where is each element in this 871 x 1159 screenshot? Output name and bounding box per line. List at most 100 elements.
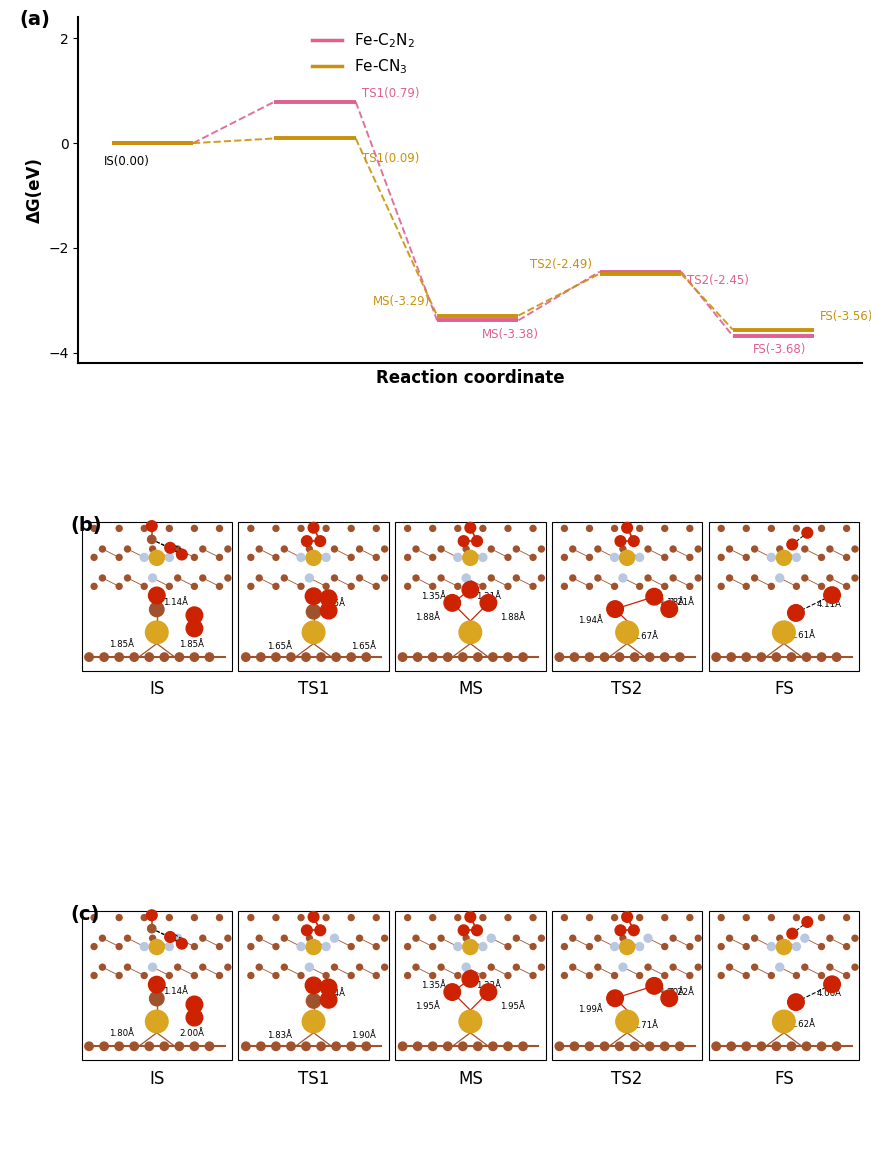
- Circle shape: [216, 914, 223, 921]
- Circle shape: [537, 546, 545, 553]
- Circle shape: [255, 963, 263, 971]
- Circle shape: [373, 554, 380, 561]
- Circle shape: [173, 933, 182, 943]
- Text: 4.06Å: 4.06Å: [817, 989, 842, 998]
- Circle shape: [611, 972, 618, 979]
- Circle shape: [348, 583, 354, 590]
- Circle shape: [98, 963, 106, 971]
- Circle shape: [616, 653, 624, 662]
- Circle shape: [321, 553, 331, 562]
- Text: 1.35Å: 1.35Å: [422, 592, 446, 600]
- Circle shape: [661, 943, 668, 950]
- Circle shape: [145, 1042, 153, 1050]
- Circle shape: [718, 914, 725, 921]
- Text: 1.67Å: 1.67Å: [633, 632, 658, 641]
- Circle shape: [537, 575, 545, 582]
- Circle shape: [373, 525, 380, 532]
- Bar: [709, 911, 859, 1060]
- Circle shape: [743, 943, 750, 950]
- Circle shape: [280, 546, 288, 553]
- Circle shape: [124, 963, 132, 971]
- Circle shape: [140, 525, 148, 532]
- Circle shape: [479, 914, 487, 921]
- Text: FS: FS: [774, 1070, 793, 1087]
- Circle shape: [115, 1042, 124, 1050]
- Circle shape: [301, 535, 312, 547]
- Circle shape: [474, 653, 482, 662]
- Text: 1.15Å: 1.15Å: [320, 599, 345, 608]
- Circle shape: [488, 546, 495, 553]
- Circle shape: [296, 942, 306, 952]
- Circle shape: [381, 546, 388, 553]
- Circle shape: [100, 653, 108, 662]
- Circle shape: [224, 575, 232, 582]
- Circle shape: [330, 933, 339, 943]
- Circle shape: [801, 575, 808, 582]
- Circle shape: [530, 914, 537, 921]
- Circle shape: [130, 653, 138, 662]
- Circle shape: [84, 653, 93, 662]
- Circle shape: [216, 525, 223, 532]
- Bar: [552, 911, 702, 1060]
- Bar: [239, 522, 388, 671]
- Circle shape: [199, 546, 206, 553]
- Circle shape: [98, 575, 106, 582]
- Circle shape: [381, 963, 388, 971]
- Circle shape: [537, 934, 545, 942]
- Circle shape: [718, 943, 725, 950]
- Circle shape: [513, 934, 520, 942]
- Circle shape: [177, 939, 187, 949]
- Circle shape: [645, 653, 654, 662]
- Text: 1.18Å: 1.18Å: [658, 598, 684, 607]
- Circle shape: [636, 914, 644, 921]
- Circle shape: [513, 546, 520, 553]
- Circle shape: [191, 583, 198, 590]
- Circle shape: [513, 963, 520, 971]
- Circle shape: [280, 934, 288, 942]
- Circle shape: [487, 933, 496, 943]
- Text: FS: FS: [774, 680, 793, 699]
- Circle shape: [165, 542, 176, 553]
- Circle shape: [255, 575, 263, 582]
- Circle shape: [145, 621, 168, 643]
- Circle shape: [124, 546, 132, 553]
- Circle shape: [843, 972, 850, 979]
- Circle shape: [191, 914, 198, 921]
- Circle shape: [519, 653, 527, 662]
- Text: (b): (b): [71, 516, 102, 535]
- Circle shape: [453, 553, 463, 562]
- Circle shape: [792, 553, 801, 562]
- Circle shape: [586, 943, 593, 950]
- Circle shape: [306, 934, 313, 942]
- Circle shape: [843, 554, 850, 561]
- Circle shape: [787, 994, 804, 1011]
- Circle shape: [255, 546, 263, 553]
- Text: 1.85Å: 1.85Å: [109, 640, 134, 649]
- Circle shape: [661, 583, 668, 590]
- Circle shape: [302, 621, 325, 643]
- Circle shape: [686, 914, 693, 921]
- Circle shape: [504, 554, 511, 561]
- Circle shape: [224, 963, 232, 971]
- Circle shape: [616, 621, 638, 643]
- Circle shape: [802, 917, 813, 927]
- Circle shape: [513, 575, 520, 582]
- Circle shape: [199, 963, 206, 971]
- Circle shape: [571, 653, 578, 662]
- Bar: [709, 522, 859, 671]
- Circle shape: [600, 653, 609, 662]
- Circle shape: [635, 553, 645, 562]
- Circle shape: [767, 914, 775, 921]
- Circle shape: [694, 963, 702, 971]
- Circle shape: [824, 976, 841, 992]
- Circle shape: [273, 914, 280, 921]
- Circle shape: [321, 992, 337, 1008]
- Circle shape: [743, 525, 750, 532]
- Circle shape: [607, 990, 624, 1006]
- Circle shape: [322, 914, 330, 921]
- Circle shape: [146, 520, 157, 532]
- Circle shape: [297, 583, 305, 590]
- Circle shape: [373, 583, 380, 590]
- Circle shape: [530, 554, 537, 561]
- Text: 1.14Å: 1.14Å: [163, 987, 188, 996]
